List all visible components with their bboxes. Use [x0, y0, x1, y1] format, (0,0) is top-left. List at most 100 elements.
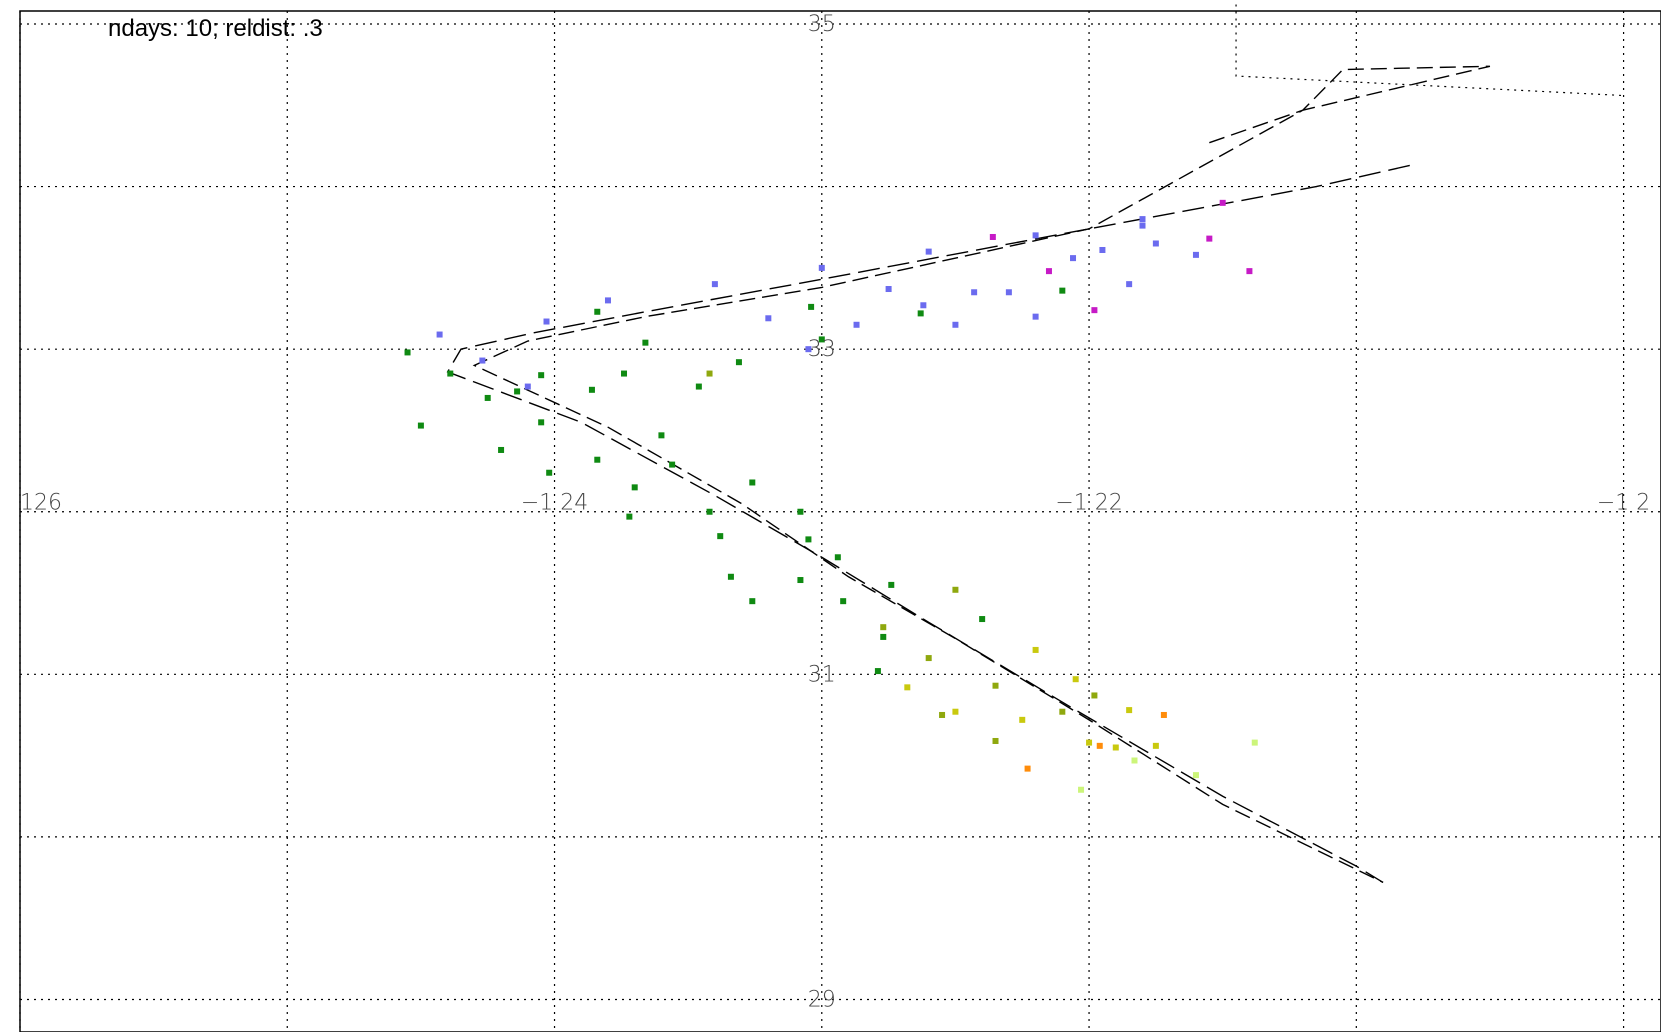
- drift-point: [1139, 222, 1146, 229]
- drift-point: [1096, 742, 1103, 749]
- longitude-label: −1 22: [1055, 491, 1122, 516]
- drift-point: [538, 419, 545, 426]
- drift-point: [749, 479, 756, 486]
- drift-point: [874, 668, 881, 675]
- latitude-label: 29: [808, 987, 836, 1012]
- drift-point: [1126, 281, 1133, 288]
- drift-point: [920, 302, 927, 309]
- drift-point: [1091, 307, 1098, 314]
- drift-point: [749, 598, 756, 605]
- drift-point: [805, 346, 812, 353]
- drift-point: [1086, 739, 1093, 746]
- drift-point: [952, 586, 959, 593]
- drift-point: [524, 383, 531, 390]
- drift-point: [588, 386, 595, 393]
- drift-point: [594, 308, 601, 315]
- drift-point: [834, 554, 841, 561]
- drift-point: [840, 598, 847, 605]
- drift-point: [1152, 742, 1159, 749]
- drift-point: [631, 484, 638, 491]
- drift-point: [695, 383, 702, 390]
- drift-point: [1072, 676, 1079, 683]
- drift-point: [939, 711, 946, 718]
- drift-point: [404, 349, 411, 356]
- longitude-label: −1 24: [521, 491, 588, 516]
- plot-title: ndays: 10; reldist: .3: [108, 15, 323, 42]
- drift-point: [925, 655, 932, 662]
- drift-point: [992, 737, 999, 744]
- drift-point: [436, 331, 443, 338]
- drift-point: [1032, 313, 1039, 320]
- drift-point: [727, 573, 734, 580]
- drift-point: [1078, 786, 1085, 793]
- drift-point: [925, 248, 932, 255]
- drift-point: [1126, 707, 1133, 714]
- track-a-path: [446, 164, 1410, 884]
- map-frame: [19, 10, 1661, 1032]
- drift-point: [1032, 232, 1039, 239]
- drift-point: [594, 456, 601, 463]
- drift-point: [417, 422, 424, 429]
- drift-point: [818, 264, 825, 271]
- drift-point: [447, 370, 454, 377]
- drift-point: [543, 318, 550, 325]
- drift-point: [1131, 757, 1138, 764]
- drift-point: [765, 315, 772, 322]
- longitude-label: −1 2: [1597, 491, 1650, 516]
- drift-point: [706, 370, 713, 377]
- drift-point: [952, 321, 959, 328]
- drift-point: [805, 536, 812, 543]
- drift-point: [479, 357, 486, 364]
- drift-point: [1024, 765, 1031, 772]
- latitude-label: 35: [808, 12, 836, 37]
- drift-point: [917, 310, 924, 317]
- drift-point: [498, 446, 505, 453]
- drift-point: [658, 432, 665, 439]
- drift-point: [952, 708, 959, 715]
- drift-point: [669, 461, 676, 468]
- drift-point: [888, 581, 895, 588]
- drift-point: [1206, 235, 1213, 242]
- drift-point: [797, 577, 804, 584]
- latitude-label: 31: [808, 662, 836, 687]
- drift-point: [1192, 772, 1199, 779]
- drift-point: [904, 684, 911, 691]
- graticule-labels: 126 −1 24 −1 22 −1 2 35 33 31 29: [20, 12, 1650, 1012]
- drift-tracks: [446, 65, 1491, 884]
- drift-point: [642, 339, 649, 346]
- coastline: [1235, 4, 1624, 97]
- drift-point: [1251, 739, 1258, 746]
- drift-point: [797, 508, 804, 515]
- drift-point: [1219, 199, 1226, 206]
- drift-point: [735, 359, 742, 366]
- drift-point: [717, 533, 724, 540]
- drift-point: [604, 297, 611, 304]
- drift-point: [885, 286, 892, 293]
- drift-point: [1091, 692, 1098, 699]
- drift-point: [546, 469, 553, 476]
- drift-point: [992, 682, 999, 689]
- drift-point: [1139, 216, 1146, 223]
- drift-point: [1019, 716, 1026, 723]
- drift-point: [621, 370, 628, 377]
- drift-point: [808, 303, 815, 310]
- drift-point: [1070, 255, 1077, 262]
- drift-point: [1045, 268, 1052, 275]
- drift-point: [1032, 646, 1039, 653]
- drift-points: [404, 199, 1258, 793]
- drift-point: [1059, 708, 1066, 715]
- track-b-path: [472, 65, 1491, 884]
- drift-point: [979, 616, 986, 623]
- drift-point: [514, 388, 521, 395]
- drift-point: [1059, 287, 1066, 294]
- drift-point: [1099, 246, 1106, 253]
- drift-point: [880, 624, 887, 631]
- drift-point: [971, 289, 978, 296]
- drift-point: [1160, 711, 1167, 718]
- drift-point: [484, 394, 491, 401]
- latitude-label: 33: [808, 337, 836, 362]
- drift-point: [989, 233, 996, 240]
- coastline-path: [1235, 4, 1624, 97]
- drift-point: [1246, 268, 1253, 275]
